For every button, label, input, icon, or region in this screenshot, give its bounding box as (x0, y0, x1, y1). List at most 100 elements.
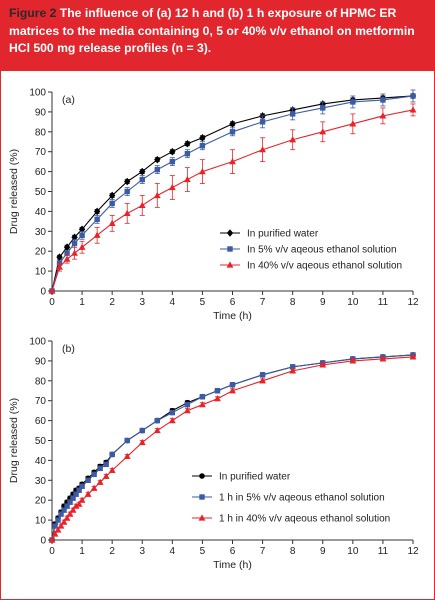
data-point (55, 517, 61, 523)
data-point (138, 438, 146, 446)
x-tick-label: 9 (320, 297, 326, 308)
data-point (69, 506, 77, 513)
x-tick-label: 0 (49, 546, 55, 557)
data-point (102, 472, 110, 479)
data-point (124, 437, 130, 444)
y-tick-label: 100 (29, 88, 46, 99)
data-point (54, 526, 62, 533)
data-point (108, 466, 116, 473)
data-point (48, 287, 56, 294)
data-point (380, 97, 386, 103)
data-point (109, 200, 115, 207)
data-point (229, 120, 236, 128)
data-point (379, 355, 387, 362)
data-point (214, 395, 221, 402)
data-point (289, 111, 296, 117)
x-tick-label: 6 (230, 297, 236, 308)
data-point (259, 377, 266, 384)
x-tick-label: 1 (79, 546, 85, 557)
data-point (259, 372, 266, 378)
data-point (56, 253, 63, 261)
data-point (183, 407, 191, 414)
data-point (63, 514, 71, 521)
y-tick-label: 50 (35, 187, 47, 198)
x-tick-label: 10 (347, 546, 359, 557)
x-tick-label: 6 (230, 546, 236, 557)
data-point (70, 495, 76, 501)
y-tick-label: 50 (35, 436, 47, 447)
data-point (75, 500, 83, 507)
data-point (48, 536, 56, 543)
panel-label: (a) (62, 94, 75, 106)
x-tick-label: 3 (139, 546, 145, 557)
data-point (103, 461, 109, 468)
series-ethanol5 (49, 89, 416, 294)
data-point (123, 452, 131, 460)
y-axis-label: Drug released (%) (8, 149, 20, 234)
data-point (71, 233, 78, 242)
legend-entry: In purified water (192, 472, 291, 483)
figure-caption-text: The influence of (a) 12 h and (b) 1 h ex… (9, 6, 415, 55)
legend-entry: In 40% v/v aqeous ethanol solution (220, 261, 402, 272)
data-point (154, 155, 161, 164)
x-tick-label: 8 (290, 297, 296, 308)
data-point (97, 465, 103, 472)
y-tick-label: 60 (35, 167, 47, 178)
data-point (229, 158, 236, 165)
data-point (350, 99, 356, 105)
data-point (289, 364, 296, 370)
series-ethanol40 (48, 103, 417, 294)
data-point (153, 426, 161, 434)
x-tick-label: 5 (200, 546, 206, 557)
x-tick-label: 12 (407, 297, 419, 308)
data-point (64, 250, 70, 256)
data-point (79, 232, 85, 238)
data-point (139, 176, 145, 183)
data-point (84, 490, 92, 497)
legend-label: In 5% v/v aqeous ethanol solution (247, 245, 397, 256)
data-point (71, 240, 78, 246)
x-tick-label: 10 (347, 297, 359, 308)
figure-caption: Figure 2 The influence of (a) 12 h and (… (1, 1, 435, 71)
y-tick-label: 90 (35, 107, 47, 118)
data-point (199, 133, 206, 142)
data-point (72, 502, 80, 509)
data-point (52, 523, 58, 529)
data-point (124, 188, 130, 195)
y-axis-label: Drug released (%) (8, 398, 20, 483)
data-point (57, 522, 65, 529)
data-point (409, 106, 417, 113)
data-point (79, 483, 85, 489)
legend-label: In purified water (219, 472, 291, 483)
x-tick-label: 4 (170, 297, 176, 308)
x-tick-label: 2 (109, 546, 115, 557)
data-point (289, 367, 297, 374)
x-tick-label: 0 (49, 297, 55, 308)
x-tick-label: 8 (290, 546, 296, 557)
legend-label: 1 h in 5% v/v aqeous ethanol solution (219, 493, 385, 504)
legend-marker (199, 473, 205, 479)
data-point (409, 353, 417, 360)
data-point (90, 484, 98, 491)
x-tick-label: 4 (170, 546, 176, 557)
data-point (410, 93, 416, 99)
x-axis-label: Time (h) (213, 310, 252, 322)
legend-label: In 40% v/v aqeous ethanol solution (247, 261, 402, 272)
data-point (199, 143, 206, 149)
data-point (78, 496, 86, 503)
y-tick-label: 40 (35, 207, 47, 218)
data-point (94, 216, 100, 223)
legend-label: In purified water (247, 229, 319, 240)
data-point (214, 388, 221, 394)
x-tick-label: 3 (139, 297, 145, 308)
data-point (199, 394, 206, 400)
data-point (139, 427, 145, 434)
data-point (319, 361, 327, 368)
y-tick-label: 30 (35, 476, 47, 487)
y-tick-label: 20 (35, 496, 47, 507)
data-point (51, 530, 59, 537)
data-point (61, 507, 67, 513)
x-tick-label: 5 (200, 297, 206, 308)
